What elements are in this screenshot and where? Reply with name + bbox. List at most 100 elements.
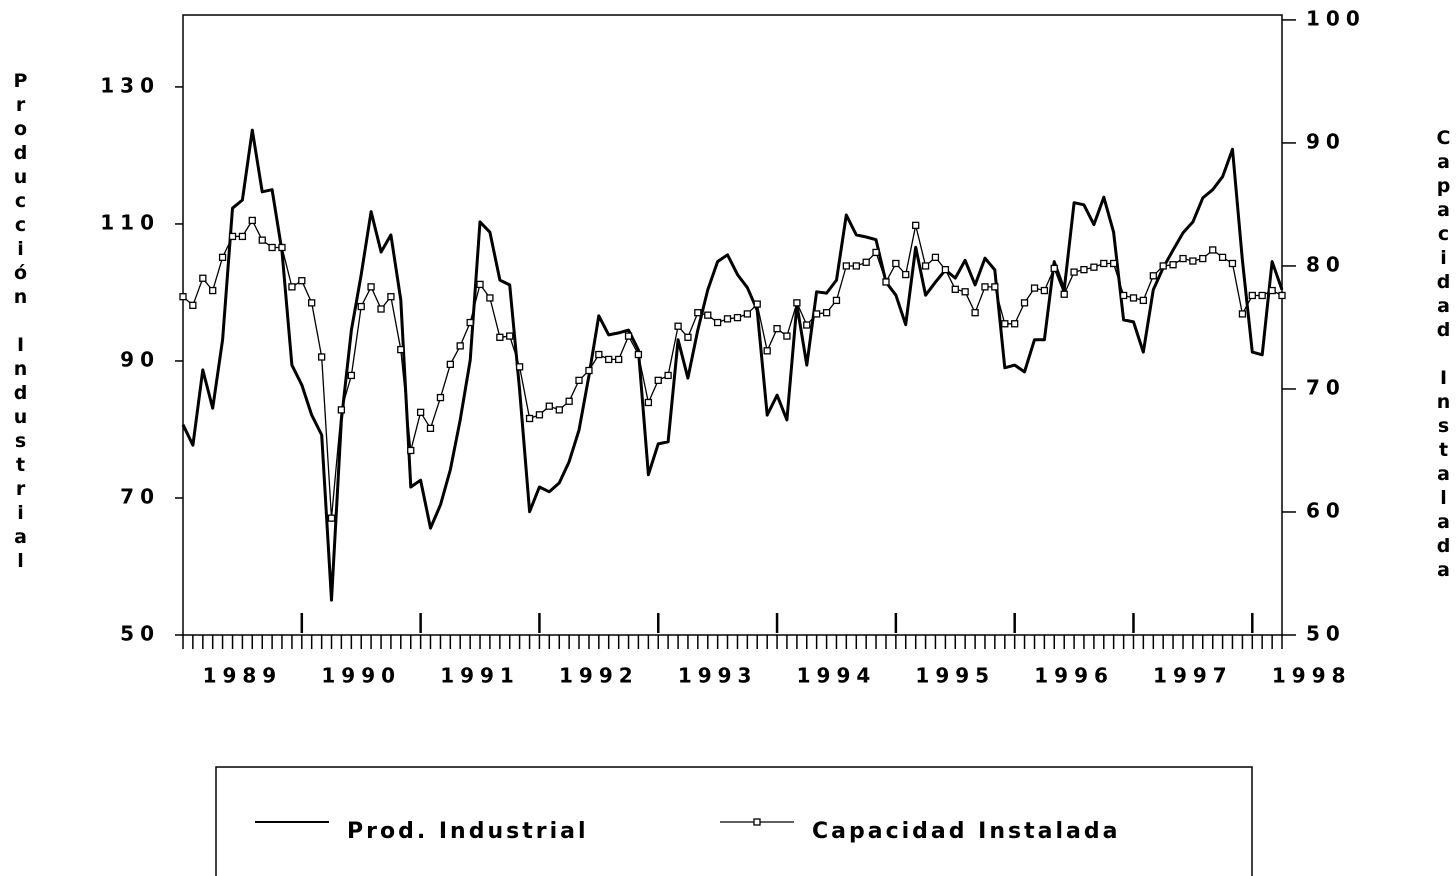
point-marker (248, 216, 256, 225)
point-marker (1060, 290, 1068, 298)
point-marker (357, 302, 365, 311)
y-axis-label: Producción Industrial (10, 70, 32, 574)
point-marker (634, 350, 643, 359)
point-marker (585, 366, 593, 375)
y2-tick-label: 80 (1306, 252, 1346, 276)
point-marker (476, 280, 484, 289)
point-marker (912, 221, 920, 230)
point-marker (1218, 253, 1227, 261)
point-marker (1149, 272, 1157, 280)
point-marker (1139, 296, 1147, 305)
point-marker (733, 313, 742, 322)
legend-box (215, 766, 1253, 876)
point-marker (515, 363, 524, 371)
y2-tick-label: 70 (1306, 375, 1346, 399)
x-tick-label: 1991 (440, 664, 520, 688)
legend-label: Capacidad Instalada (812, 819, 1120, 844)
point-marker (951, 285, 959, 293)
point-marker (595, 350, 603, 359)
point-marker (931, 253, 940, 261)
point-marker (902, 270, 910, 279)
y2-axis-label: Capacidad Instalada (1433, 127, 1455, 583)
point-marker (842, 262, 850, 270)
point-marker (981, 283, 989, 291)
point-marker (812, 310, 821, 318)
point-marker (466, 318, 474, 327)
point-marker (506, 332, 514, 340)
point-marker (763, 347, 771, 355)
point-marker (1040, 286, 1049, 295)
point-marker (1030, 284, 1039, 292)
point-marker (1129, 294, 1138, 302)
point-marker (773, 325, 781, 333)
point-marker (1169, 261, 1177, 269)
x-tick-label: 1990 (321, 664, 401, 688)
point-marker (832, 296, 841, 305)
point-marker (258, 236, 266, 244)
point-marker (1020, 299, 1029, 307)
point-marker (525, 414, 534, 423)
point-marker (347, 371, 356, 380)
x-tick-label: 1998 (1272, 664, 1352, 688)
point-marker (268, 243, 276, 252)
point-marker (218, 253, 227, 261)
series-line (181, 128, 1284, 602)
point-marker (1258, 291, 1266, 300)
y-tick-label: 70 (120, 484, 160, 508)
point-marker (387, 293, 395, 301)
x-tick-label: 1992 (559, 664, 639, 688)
y-tick-label: 90 (120, 347, 160, 371)
point-marker (882, 278, 890, 286)
point-marker (575, 376, 583, 385)
point-marker (1209, 246, 1217, 254)
point-marker (1070, 268, 1078, 276)
point-marker (308, 299, 316, 307)
point-marker (228, 232, 237, 241)
point-marker (644, 398, 653, 407)
point-marker (1278, 291, 1286, 300)
point-marker (1119, 291, 1128, 300)
point-marker (436, 393, 445, 402)
point-marker (367, 283, 375, 291)
point-marker (1179, 254, 1187, 263)
point-marker (298, 277, 306, 285)
point-marker (674, 322, 682, 330)
y-tick-label: 50 (120, 622, 160, 646)
y2-tick-label: 50 (1306, 622, 1346, 646)
point-marker (1248, 291, 1256, 300)
point-marker (1159, 262, 1167, 270)
point-marker (1199, 254, 1207, 263)
point-marker (694, 309, 702, 317)
point-marker (1109, 259, 1118, 268)
point-marker (1050, 264, 1058, 273)
point-marker (1228, 259, 1237, 268)
point-marker (713, 318, 722, 327)
y2-tick-label: 100 (1306, 6, 1366, 30)
point-marker (238, 232, 247, 241)
point-marker (1238, 310, 1247, 318)
point-marker (723, 315, 732, 323)
point-marker (892, 259, 900, 268)
point-marker (407, 446, 415, 455)
y-tick-label: 110 (100, 210, 160, 234)
point-marker (624, 332, 633, 340)
point-marker (1001, 320, 1009, 328)
point-marker (486, 294, 494, 302)
y2-tick-label: 90 (1306, 129, 1346, 153)
x-tick-label: 1997 (1153, 664, 1233, 688)
point-marker (496, 333, 504, 341)
point-marker (783, 332, 791, 340)
point-marker (793, 299, 801, 307)
point-marker (416, 408, 425, 416)
point-marker (862, 258, 870, 266)
x-tick-label: 1989 (203, 664, 283, 688)
point-marker (654, 376, 662, 385)
y-tick-label: 130 (100, 73, 160, 97)
point-marker (941, 265, 950, 274)
point-marker (278, 243, 286, 252)
x-tick-label: 1996 (1034, 664, 1114, 688)
point-marker (535, 411, 544, 419)
point-marker (565, 397, 573, 405)
point-marker (605, 355, 613, 364)
point-marker (545, 402, 553, 410)
